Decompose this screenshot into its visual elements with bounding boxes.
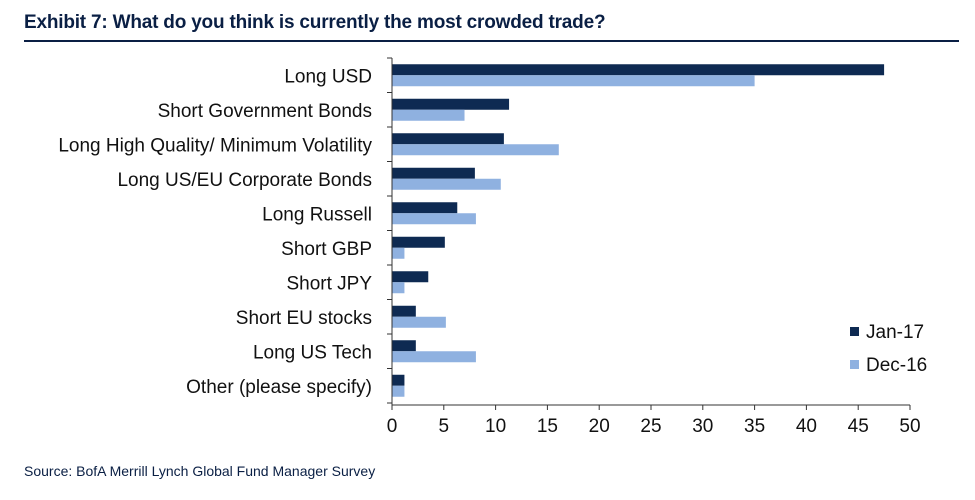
category-label: Long US/EU Corporate Bonds [117,170,372,191]
bar-jan-17-2 [392,133,504,145]
axes-group: 0 5 10 15 20 25 30 35 40 45 50 [387,57,921,437]
bar-dec-16-3 [392,178,501,190]
bar-jan-17-8 [392,340,416,352]
legend-swatch-jan-17 [850,327,859,336]
x-tick-label: 40 [796,416,817,437]
bar-dec-16-7 [392,316,446,328]
legend-swatch-dec-16 [850,360,859,369]
category-label: Short JPY [286,273,372,294]
legend: Jan-17 Dec-16 [850,322,927,376]
legend-label-jan-17: Jan-17 [866,322,924,343]
bar-jan-17-4 [392,202,458,214]
bar-dec-16-0 [392,75,755,87]
bar-dec-16-6 [392,282,405,294]
category-label: Long High Quality/ Minimum Volatility [58,135,372,156]
legend-label-dec-16: Dec-16 [866,355,927,376]
x-tick-label: 25 [640,416,661,437]
x-tick-label: 5 [439,416,450,437]
category-label: Long USD [284,66,372,87]
x-tick-label: 50 [899,416,920,437]
x-tick-label: 30 [692,416,713,437]
category-labels: Long USD Short Government Bonds Long High … [58,66,372,398]
category-label: Short GBP [281,239,372,260]
x-tick-label: 10 [485,416,506,437]
category-label: Long US Tech [253,342,372,363]
bar-jan-17-1 [392,98,510,110]
source-note: Source: BofA Merrill Lynch Global Fund M… [24,463,376,479]
x-tick-label: 35 [744,416,765,437]
bar-jan-17-9 [392,374,405,386]
x-tick-label: 15 [537,416,558,437]
x-tick-label: 45 [848,416,869,437]
bar-jan-17-6 [392,271,429,283]
bar-dec-16-1 [392,109,465,121]
bar-jan-17-3 [392,167,475,179]
bar-dec-16-2 [392,144,559,156]
bar-dec-16-8 [392,351,476,363]
title-divider [24,40,959,42]
bar-dec-16-4 [392,213,476,225]
bar-jan-17-0 [392,64,885,76]
category-label: Other (please specify) [186,377,372,398]
bar-dec-16-9 [392,385,405,397]
chart-title: Exhibit 7: What do you think is currentl… [24,12,606,33]
category-label: Short Government Bonds [158,101,372,122]
bars-group [392,64,885,397]
x-tick-label: 0 [387,416,398,437]
x-tick-label: 20 [589,416,610,437]
bar-jan-17-7 [392,305,416,317]
bar-dec-16-5 [392,247,405,259]
category-label: Long Russell [262,204,372,225]
bar-jan-17-5 [392,236,445,248]
category-label: Short EU stocks [236,308,372,329]
